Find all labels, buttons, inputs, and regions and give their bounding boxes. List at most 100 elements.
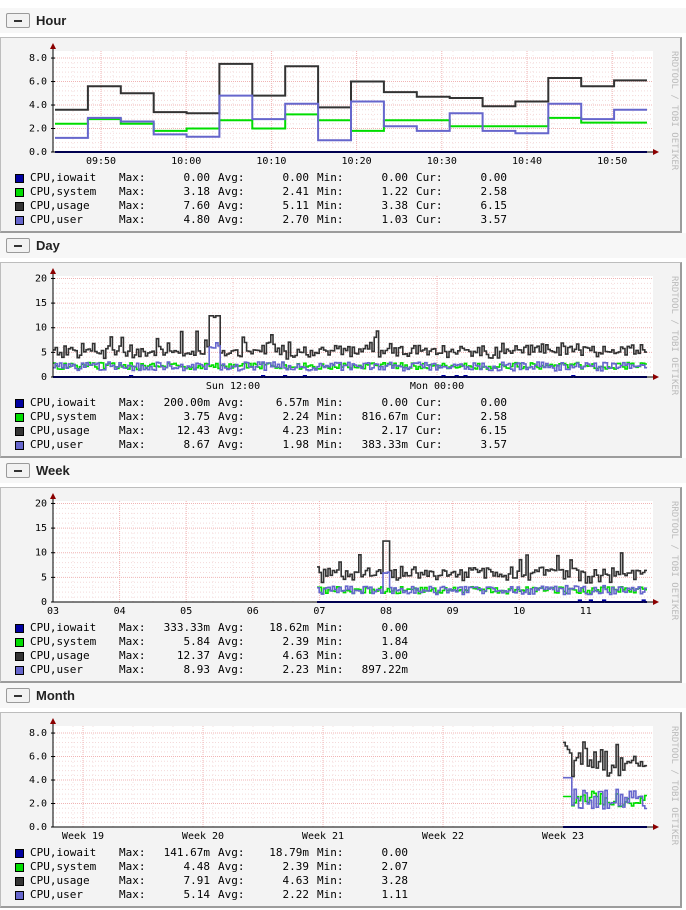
y-tick-label: 20 bbox=[35, 273, 47, 284]
legend-stat-label: Min: bbox=[317, 438, 344, 451]
legend-series-name: CPU,system bbox=[30, 410, 97, 423]
legend-series-name: CPU,system bbox=[30, 860, 97, 873]
collapse-button[interactable] bbox=[6, 238, 30, 253]
legend-stat-label: Cur: bbox=[416, 171, 443, 184]
legend-max-value: 12.37 bbox=[176, 649, 210, 662]
y-tick-label: 8.0 bbox=[29, 53, 47, 64]
legend-avg-value: 2.22 bbox=[282, 888, 310, 901]
y-axis-arrow bbox=[50, 43, 56, 49]
collapse-button[interactable] bbox=[6, 463, 30, 478]
legend-stat-label: Avg: bbox=[218, 213, 245, 226]
section-header-hour: Hour bbox=[0, 8, 686, 33]
cpu-graph: 0 5 10 15 20 Sun 12:00 Mon 00:00 RRDTOOL / TOBI… bbox=[35, 268, 679, 396]
legend-avg-value: 1.98 bbox=[282, 438, 310, 451]
legend-stat-label: Min: bbox=[317, 213, 344, 226]
x-tick-label: 10:00 bbox=[171, 156, 201, 167]
legend-min-value: 0.00 bbox=[381, 396, 409, 409]
legend-min-value: 1.03 bbox=[381, 213, 409, 226]
legend-min-value: 1.22 bbox=[381, 185, 409, 198]
legend-swatch bbox=[15, 440, 24, 450]
legend-stat-label: Max: bbox=[119, 621, 146, 634]
series-line bbox=[55, 62, 647, 115]
legend-stat-label: Cur: bbox=[416, 396, 443, 409]
legend-row: CPU,user Max: 5.14 Avg: 2.22 Min: 1.11 bbox=[15, 888, 416, 902]
legend-swatch bbox=[15, 398, 24, 408]
legend-stat-label: Cur: bbox=[416, 424, 443, 437]
legend-stat-label: Max: bbox=[119, 213, 146, 226]
y-tick-label: 4.0 bbox=[29, 100, 47, 111]
legend-min-value: 1.84 bbox=[381, 635, 409, 648]
cpu-graph: 0.0 2.0 4.0 6.0 8.0 Week 19 Week 20 Week 21 Week… bbox=[29, 718, 679, 846]
legend-series-name: CPU,user bbox=[30, 213, 83, 226]
x-tick-label: 08 bbox=[380, 606, 392, 617]
x-tick-label: Week 19 bbox=[62, 831, 104, 842]
collapse-button[interactable] bbox=[6, 13, 30, 28]
legend-swatch bbox=[15, 623, 24, 633]
watermark: RRDTOOL / TOBI OETIKER bbox=[669, 726, 679, 846]
legend-stat-label: Min: bbox=[317, 185, 344, 198]
legend-swatch bbox=[15, 201, 24, 211]
legend-min-value: 2.07 bbox=[381, 860, 409, 873]
legend-max-value: 4.48 bbox=[183, 860, 211, 873]
legend-swatch bbox=[15, 215, 24, 225]
legend-stat-label: Min: bbox=[317, 396, 344, 409]
legend-stat-label: Avg: bbox=[218, 185, 245, 198]
legend-min-value: 897.22m bbox=[361, 663, 408, 676]
legend-row: CPU,user Max: 8.67 Avg: 1.98 Min: 383.33m Cur: 3… bbox=[15, 438, 515, 452]
y-tick-label: 15 bbox=[35, 523, 47, 534]
collapse-button[interactable] bbox=[6, 688, 30, 703]
minus-icon bbox=[14, 19, 22, 22]
legend-min-value: 3.38 bbox=[381, 199, 409, 212]
legend-series-name: CPU,system bbox=[30, 635, 97, 648]
x-tick-label: 04 bbox=[114, 606, 126, 617]
legend-max-value: 5.14 bbox=[183, 888, 211, 901]
legend-stat-label: Max: bbox=[119, 396, 146, 409]
legend-avg-value: 2.39 bbox=[282, 860, 310, 873]
legend-stat-label: Min: bbox=[317, 846, 344, 859]
legend-row: CPU,iowait Max: 0.00 Avg: 0.00 Min: 0.00 Cur: 0.… bbox=[15, 171, 515, 185]
legend-avg-value: 2.24 bbox=[282, 410, 310, 423]
legend-stat-label: Avg: bbox=[218, 424, 245, 437]
legend-stat-label: Min: bbox=[317, 171, 344, 184]
y-axis-arrow bbox=[50, 718, 56, 724]
series-line bbox=[53, 315, 647, 360]
graph-panel-day: 0 5 10 15 20 Sun 12:00 Mon 00:00 RRDTOOL / TOBI… bbox=[0, 262, 682, 458]
x-tick-label: 10:40 bbox=[512, 156, 542, 167]
x-tick-label: 09 bbox=[447, 606, 459, 617]
y-tick-label: 10 bbox=[35, 323, 47, 334]
minus-icon bbox=[14, 469, 22, 472]
legend-row: CPU,user Max: 8.93 Avg: 2.23 Min: 897.22m bbox=[15, 663, 416, 677]
legend: CPU,iowait Max: 0.00 Avg: 0.00 Min: 0.00 Cur: 0.… bbox=[15, 171, 515, 227]
legend-cur-value: 3.57 bbox=[480, 213, 508, 226]
x-tick-label: 05 bbox=[180, 606, 192, 617]
legend-cur-value: 2.58 bbox=[480, 410, 508, 423]
watermark: RRDTOOL / TOBI OETIKER bbox=[669, 51, 679, 171]
cpu-graph: 0.0 2.0 4.0 6.0 8.0 09:50 10:00 10:10 10:20 10:30… bbox=[29, 43, 679, 171]
legend-stat-label: Max: bbox=[119, 410, 146, 423]
legend-row: CPU,usage Max: 12.43 Avg: 4.23 Min: 2.17 Cur: 6.… bbox=[15, 424, 515, 438]
y-axis-arrow bbox=[50, 268, 56, 274]
y-tick-label: 4.0 bbox=[29, 775, 47, 786]
minus-icon bbox=[14, 694, 22, 697]
legend-series-name: CPU,iowait bbox=[30, 171, 97, 184]
minus-icon bbox=[14, 244, 22, 247]
series-line bbox=[563, 741, 647, 778]
legend-avg-value: 0.00 bbox=[282, 171, 310, 184]
legend-series-name: CPU,system bbox=[30, 185, 97, 198]
legend-swatch bbox=[15, 187, 24, 197]
legend-series-name: CPU,user bbox=[30, 438, 83, 451]
y-tick-label: 6.0 bbox=[29, 752, 47, 763]
legend-row: CPU,usage Max: 7.91 Avg: 4.63 Min: 3.28 bbox=[15, 874, 416, 888]
legend-min-value: 3.00 bbox=[381, 649, 409, 662]
x-tick-label: Week 23 bbox=[542, 831, 584, 842]
legend-swatch bbox=[15, 876, 24, 886]
legend-stat-label: Avg: bbox=[218, 888, 245, 901]
legend-max-value: 5.84 bbox=[183, 635, 211, 648]
legend-stat-label: Cur: bbox=[416, 438, 443, 451]
series-line bbox=[317, 540, 647, 584]
legend-cur-value: 6.15 bbox=[480, 424, 508, 437]
legend-series-name: CPU,iowait bbox=[30, 396, 97, 409]
legend-min-value: 0.00 bbox=[381, 621, 409, 634]
legend-stat-label: Min: bbox=[317, 199, 344, 212]
legend-max-value: 12.43 bbox=[176, 424, 210, 437]
